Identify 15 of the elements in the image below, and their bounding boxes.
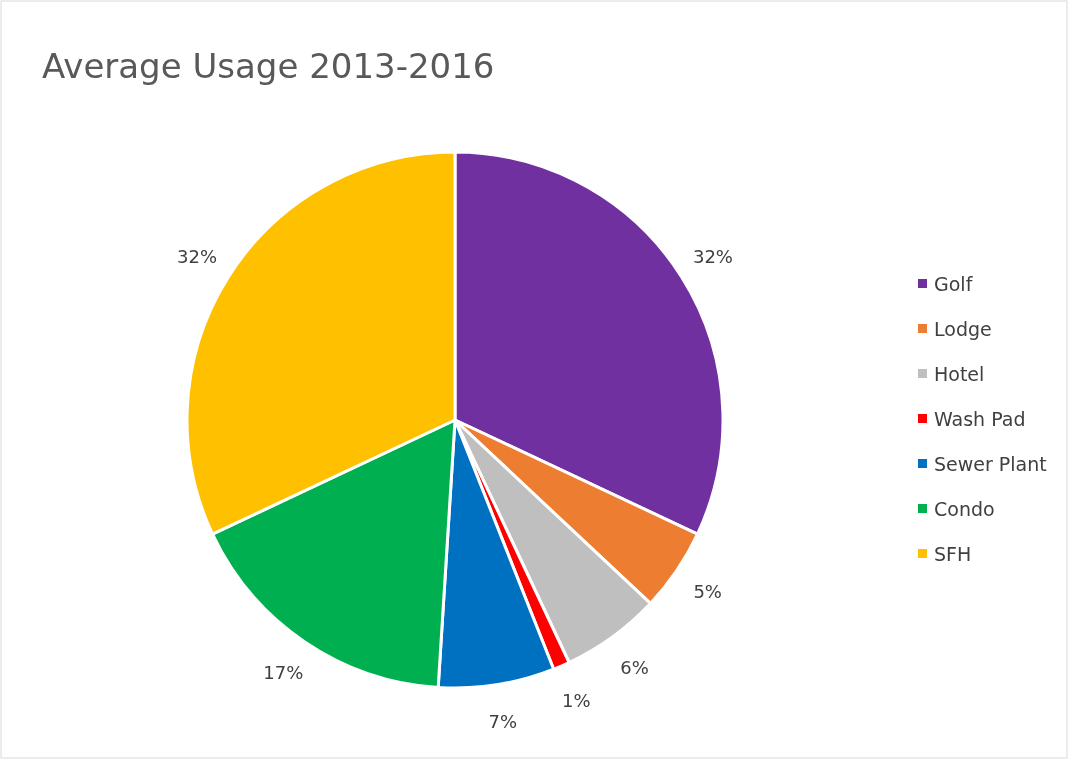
legend-label: Condo bbox=[934, 498, 995, 520]
chart-title: Average Usage 2013-2016 bbox=[42, 46, 495, 86]
data-label: 6% bbox=[620, 656, 649, 678]
legend-label: Wash Pad bbox=[934, 408, 1026, 430]
data-label: 1% bbox=[562, 689, 591, 711]
legend-label: Hotel bbox=[934, 363, 985, 385]
data-label: 5% bbox=[693, 581, 722, 603]
data-label: 32% bbox=[177, 245, 218, 267]
data-label: 17% bbox=[263, 662, 304, 684]
data-label: 7% bbox=[488, 711, 518, 733]
legend-label: Sewer Plant bbox=[934, 453, 1047, 475]
legend-label: Golf bbox=[934, 273, 974, 295]
data-label: 32% bbox=[692, 245, 733, 267]
legend-label: SFH bbox=[934, 543, 972, 565]
legend-label: Lodge bbox=[934, 318, 992, 340]
